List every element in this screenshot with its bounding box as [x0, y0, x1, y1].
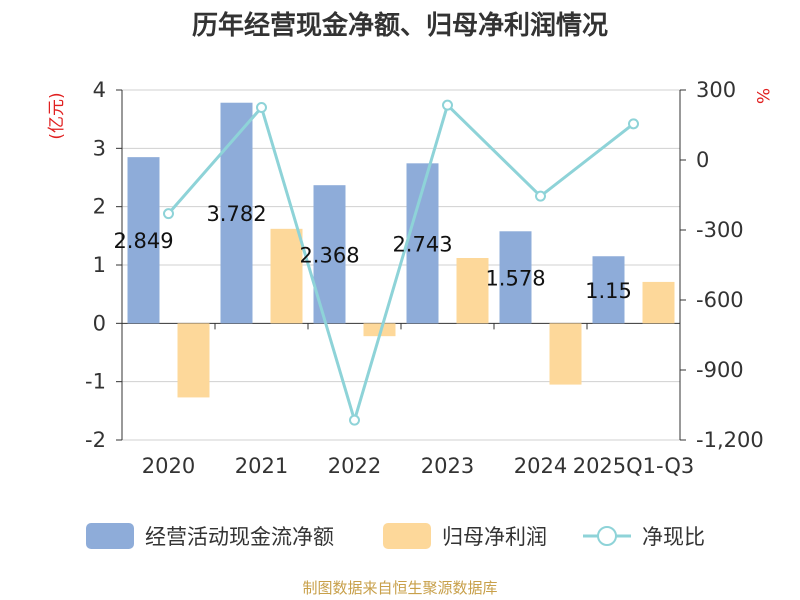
x-tick-label: 2021 [235, 454, 288, 478]
bar [270, 228, 303, 324]
bar [499, 231, 532, 324]
data-label: 1.578 [485, 266, 545, 290]
x-tick-label: 2020 [142, 454, 195, 478]
bar [220, 102, 253, 324]
right-tick-label: -600 [696, 288, 744, 312]
legend-label-cashflow: 经营活动现金流净额 [145, 525, 334, 549]
line-point [256, 102, 267, 113]
right-axis-label: % [752, 88, 772, 104]
right-tick-label: 300 [696, 78, 736, 102]
left-tick-label: 1 [93, 253, 106, 277]
source-note: 制图数据来自恒生聚源数据库 [302, 579, 497, 597]
x-ticks: 2020 2021 2022 2023 2024 2025Q1-Q3 [142, 454, 695, 478]
left-tick-label: 0 [93, 311, 106, 335]
bar [549, 323, 582, 385]
x-tick-label: 2023 [421, 454, 474, 478]
x-tick-label: 2025Q1-Q3 [573, 454, 695, 478]
legend-marker-ratio [597, 526, 617, 546]
right-tick-label: -300 [696, 218, 744, 242]
legend-swatch-profit [383, 523, 431, 549]
data-label: 1.15 [585, 279, 632, 303]
right-tick-label: -1,200 [696, 428, 764, 452]
x-tick-label: 2022 [328, 454, 381, 478]
right-tick-label: -900 [696, 358, 744, 382]
axes: 4 3 2 1 0 -1 -2 300 0 -300 -600 -900 -1,200 [85, 78, 764, 452]
line-point [628, 118, 639, 130]
left-tick-label: -2 [85, 428, 106, 452]
data-labels: 2.849 3.782 2.368 2.743 1.578 1.15 [113, 202, 631, 303]
bar [363, 323, 396, 337]
line-point [349, 414, 360, 426]
bar [592, 256, 625, 324]
legend-label-ratio: 净现比 [642, 525, 705, 549]
left-tick-label: 2 [93, 195, 106, 219]
line-series [163, 99, 639, 426]
right-tick-label: 0 [696, 148, 709, 172]
data-label: 2.368 [299, 243, 359, 267]
data-label: 3.782 [206, 202, 266, 226]
left-tick-label: -1 [85, 370, 106, 394]
bar [177, 323, 210, 398]
data-label: 2.743 [392, 232, 452, 256]
left-axis-label: (亿元) [47, 92, 67, 139]
left-tick-label: 4 [93, 78, 106, 102]
legend: 经营活动现金流净额 归母净利润 净现比 [86, 523, 705, 549]
line-point [535, 190, 546, 202]
line-point [442, 99, 453, 111]
left-tick-label: 3 [93, 136, 106, 160]
legend-swatch-cashflow [86, 523, 134, 549]
line-point [163, 208, 174, 220]
bar [642, 281, 675, 324]
bar [456, 258, 489, 324]
line-path [167, 102, 635, 426]
x-tick-label: 2024 [514, 454, 567, 478]
bar [127, 157, 160, 324]
data-label: 2.849 [113, 229, 173, 253]
legend-label-profit: 归母净利润 [442, 525, 547, 549]
chart-title: 历年经营现金净额、归母净利润情况 [192, 10, 608, 41]
